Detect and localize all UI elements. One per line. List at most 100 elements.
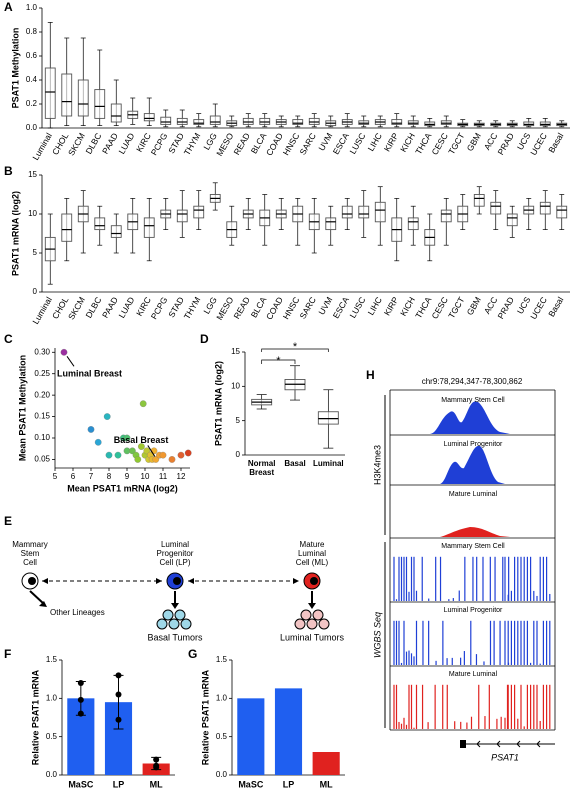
y-tick-label: 0.0 — [26, 123, 38, 132]
chart-panel: 0.05 0.10 0.15 0.20 0.25 0.30 Mean PSAT1 Methy… — [17, 347, 192, 493]
x-tick-label: 7 — [89, 472, 94, 481]
panel-label: A — [4, 0, 13, 14]
annotation: Basal Breast — [114, 435, 169, 445]
y-tick-label: 1.0 — [26, 3, 38, 12]
point — [138, 443, 145, 450]
genome-tracks: chr9:78,294,347-78,300,862 H3K4me3 WGBS … — [372, 377, 556, 762]
x-tick-label: LUAD — [116, 131, 136, 156]
tumor-label: Luminal Tumors — [280, 632, 345, 642]
tumor-label: Basal Tumors — [147, 632, 203, 642]
annotation-arrow — [147, 445, 156, 457]
y-tick-label: 0.2 — [26, 99, 38, 108]
exon — [460, 740, 466, 748]
x-tick-label: 9 — [125, 472, 130, 481]
box — [94, 89, 106, 119]
replicate — [153, 764, 160, 771]
box — [110, 225, 122, 238]
y-tick-label: 10 — [28, 209, 37, 218]
x-tick-label: Luminal — [313, 459, 344, 468]
other-lineages: Other Lineages — [50, 608, 105, 617]
y-tick-label: 0 — [33, 287, 38, 296]
box — [61, 213, 73, 242]
diagram: Mammary Stem Cell Luminal Progenitor Cell (L… — [12, 540, 344, 642]
x-tick-label: KIRP — [382, 295, 401, 317]
x-tick-label: MaSC — [238, 779, 264, 789]
box — [61, 73, 73, 117]
box — [539, 201, 551, 215]
y-tick-label: 5 — [33, 248, 38, 257]
x-tick-label: 12 — [177, 472, 186, 481]
bar — [274, 688, 303, 775]
x-tick-label: 8 — [107, 472, 112, 481]
x-tick-label: LUAD — [116, 295, 136, 320]
x-tick-label: THYM — [182, 295, 203, 321]
x-tick-label: ML — [150, 779, 163, 789]
basal-tumor-cells — [156, 609, 192, 630]
box — [193, 205, 205, 219]
box — [440, 209, 452, 223]
x-tick-label: PCPG — [149, 295, 170, 321]
box — [556, 205, 568, 219]
box — [407, 217, 419, 231]
x-tick-label: GBM — [465, 295, 483, 317]
x-tick-label: Basal — [546, 131, 565, 155]
box — [143, 113, 155, 122]
bar — [237, 698, 265, 775]
nucleus — [173, 577, 181, 585]
panel-label: D — [200, 332, 209, 346]
x-tick-label: ML — [320, 779, 333, 789]
cell-line: Cell (LP) — [159, 558, 190, 567]
y-tick-label: 1.0 — [46, 693, 58, 702]
cell-line: Stem — [21, 549, 40, 558]
box — [490, 201, 502, 215]
x-tick-label: LP — [113, 779, 125, 789]
replicate — [115, 672, 122, 679]
y-tick-label: 0.5 — [216, 732, 228, 741]
point — [94, 438, 102, 446]
y-axis-label: PSAT1 Methylation — [10, 28, 20, 109]
point — [103, 413, 111, 420]
tumor-cell — [174, 609, 186, 621]
y-tick-label: 0.4 — [26, 75, 38, 84]
point — [60, 348, 68, 356]
box — [193, 119, 205, 125]
tumor-cell — [156, 618, 168, 630]
x-tick-label: LUSC — [347, 295, 367, 320]
y-tick-label: 0.0 — [216, 770, 228, 779]
peak — [392, 401, 553, 434]
y-tick-label: 0.6 — [26, 51, 38, 60]
x-tick-label: SKCM — [66, 295, 87, 321]
replicate — [115, 716, 122, 723]
x-tick-label: TGCT — [446, 131, 466, 156]
cell-line: Mature — [300, 540, 325, 549]
box — [209, 115, 221, 125]
x-tick-label: READ — [231, 131, 251, 156]
box — [358, 205, 370, 219]
box — [292, 119, 304, 125]
y-tick-label: 0.8 — [26, 27, 38, 36]
x-tick-label: LUSC — [347, 131, 367, 156]
y-tick-label: 1.0 — [216, 693, 228, 702]
box — [325, 217, 337, 231]
x-axis-label: Mean PSAT1 mRNA (log2) — [67, 483, 178, 493]
region-label: chr9:78,294,347-78,300,862 — [422, 377, 523, 386]
box — [374, 201, 386, 223]
box — [473, 194, 485, 207]
y-tick-label: 0.0 — [46, 770, 58, 779]
x-tick-label: LP — [283, 779, 295, 789]
y-tick-label: 0.15 — [34, 412, 50, 421]
x-tick-label: SKCM — [66, 131, 87, 157]
y-tick-label: 0 — [236, 450, 241, 459]
panel-label: G — [188, 647, 197, 661]
wgbs-bars — [393, 556, 551, 729]
x-tick-label: Basal — [546, 295, 565, 319]
point — [139, 400, 147, 408]
x-tick-label: ESCA — [331, 131, 351, 156]
tumor-cell — [318, 618, 330, 630]
y-tick-label: 5 — [236, 416, 241, 425]
y-axis-label: PSAT1 mRNA (log2) — [10, 191, 20, 276]
x-tick-label: LIHC — [366, 131, 384, 153]
bar — [312, 752, 340, 775]
gene-name: PSAT1 — [491, 752, 519, 762]
point — [177, 451, 185, 459]
